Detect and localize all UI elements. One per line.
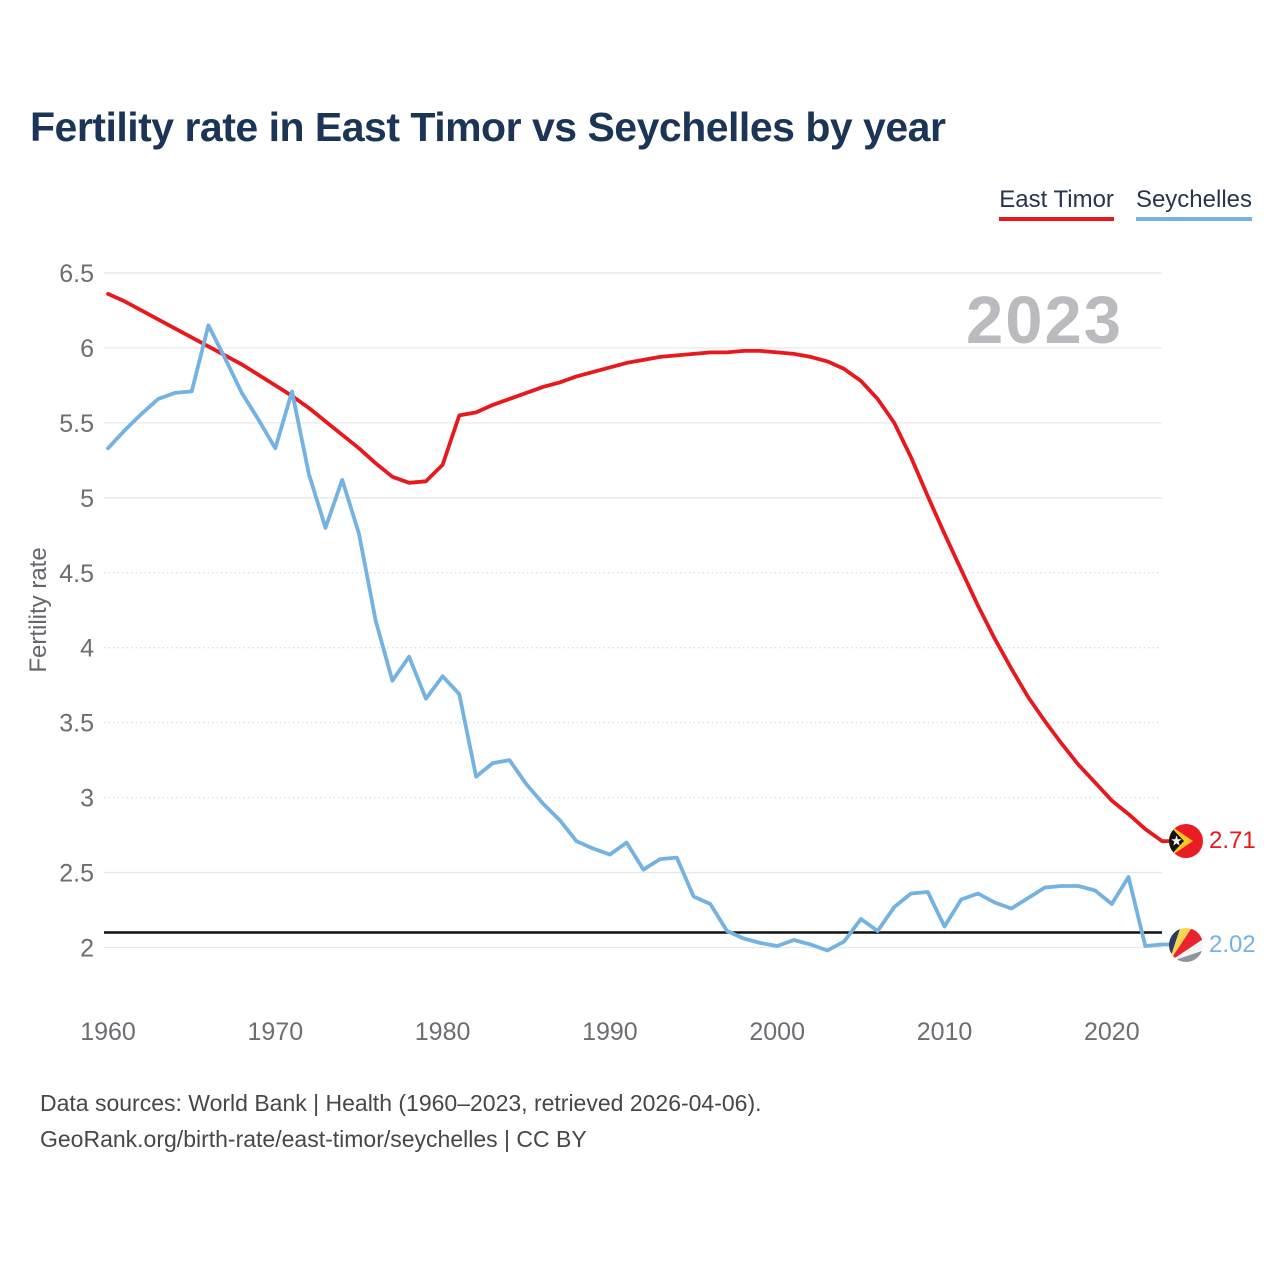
legend-item-east-timor[interactable]: East Timor [999, 186, 1114, 221]
series-line-seychelles [106, 323, 1172, 953]
y-tick-label: 3 [80, 785, 94, 813]
y-tick-label: 2 [80, 935, 94, 963]
legend-color-east-timor [999, 217, 1114, 221]
footer-sources: Data sources: World Bank | Health (1960–… [40, 1090, 762, 1116]
y-tick-label: 3.5 [59, 710, 94, 738]
y-tick-label: 5.5 [59, 410, 94, 438]
x-tick-label: 1970 [247, 1018, 303, 1046]
end-badge-east-timor: 2.71 [1169, 824, 1256, 859]
legend-item-seychelles[interactable]: Seychelles [1135, 186, 1252, 221]
year-watermark: 2023 [966, 283, 1124, 358]
east-timor-flag-icon [1169, 824, 1203, 859]
end-value-east-timor: 2.71 [1209, 827, 1256, 855]
x-tick-label: 2010 [917, 1018, 973, 1046]
x-tick-label: 1980 [415, 1018, 471, 1046]
x-tick-label: 1990 [582, 1018, 638, 1046]
footer-attribution: GeoRank.org/birth-rate/east-timor/seyche… [40, 1125, 587, 1152]
legend-label-east-timor: East Timor [999, 186, 1114, 213]
y-tick-label: 4 [80, 635, 94, 663]
legend-color-seychelles [1135, 217, 1252, 221]
y-tick-label: 6.5 [59, 260, 94, 288]
end-badge-seychelles: 2.02 [1169, 927, 1256, 962]
y-axis-title: Fertility rate [25, 547, 52, 672]
end-value-seychelles: 2.02 [1209, 930, 1256, 958]
x-tick-label: 1960 [80, 1018, 136, 1046]
x-tick-label: 2020 [1084, 1018, 1140, 1046]
footer: Data sources: World Bank | Health (1960–… [40, 1086, 762, 1157]
y-tick-label: 2.5 [59, 860, 94, 888]
series-line-east-timor [106, 291, 1172, 843]
y-tick-label: 5 [80, 485, 94, 513]
y-tick-label: 4.5 [59, 560, 94, 588]
gridlines [104, 272, 1162, 949]
y-tick-label: 6 [80, 335, 94, 363]
legend: East Timor Seychelles [999, 186, 1252, 221]
x-tick-label: 2000 [749, 1018, 805, 1046]
seychelles-flag-icon [1169, 927, 1203, 962]
legend-label-seychelles: Seychelles [1135, 186, 1252, 213]
page-title: Fertility rate in East Timor vs Seychell… [30, 104, 946, 150]
